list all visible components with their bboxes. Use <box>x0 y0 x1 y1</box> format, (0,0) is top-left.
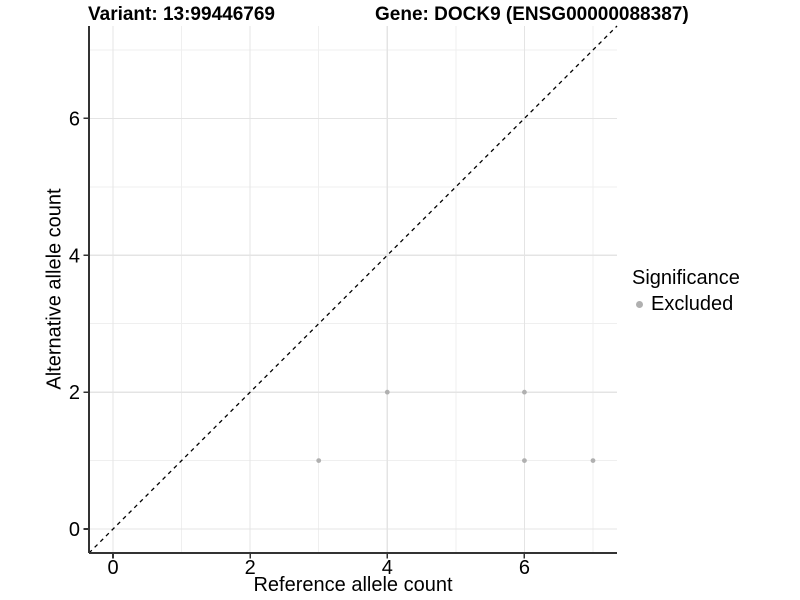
legend-item: Excluded <box>636 293 740 316</box>
data-point <box>522 389 527 395</box>
legend-title: Significance <box>632 267 740 289</box>
legend-item-label: Excluded <box>651 293 734 315</box>
y-tick-label: 6 <box>69 108 80 130</box>
y-tick-label: 2 <box>69 382 80 404</box>
data-point <box>384 389 390 395</box>
x-tick-label: 2 <box>245 557 256 579</box>
x-tick-label: 6 <box>519 557 530 579</box>
identity-line <box>88 25 618 554</box>
data-point <box>316 458 322 464</box>
y-tick-label: 4 <box>69 245 80 267</box>
data-point <box>590 458 596 464</box>
y-tick-label: 0 <box>69 519 80 541</box>
data-point <box>522 458 527 464</box>
plot-title-variant: Variant: 13:99446769 <box>88 4 275 25</box>
plot-title-gene: Gene: DOCK9 (ENSG00000088387) <box>375 4 689 25</box>
x-axis-title: Reference allele count <box>253 574 453 596</box>
legend-point-icon <box>636 301 643 308</box>
x-tick-label: 0 <box>107 557 118 579</box>
x-tick-label: 4 <box>382 557 393 579</box>
legend: Significance Excluded <box>632 267 740 316</box>
y-axis-title: Alternative allele count <box>43 188 66 390</box>
